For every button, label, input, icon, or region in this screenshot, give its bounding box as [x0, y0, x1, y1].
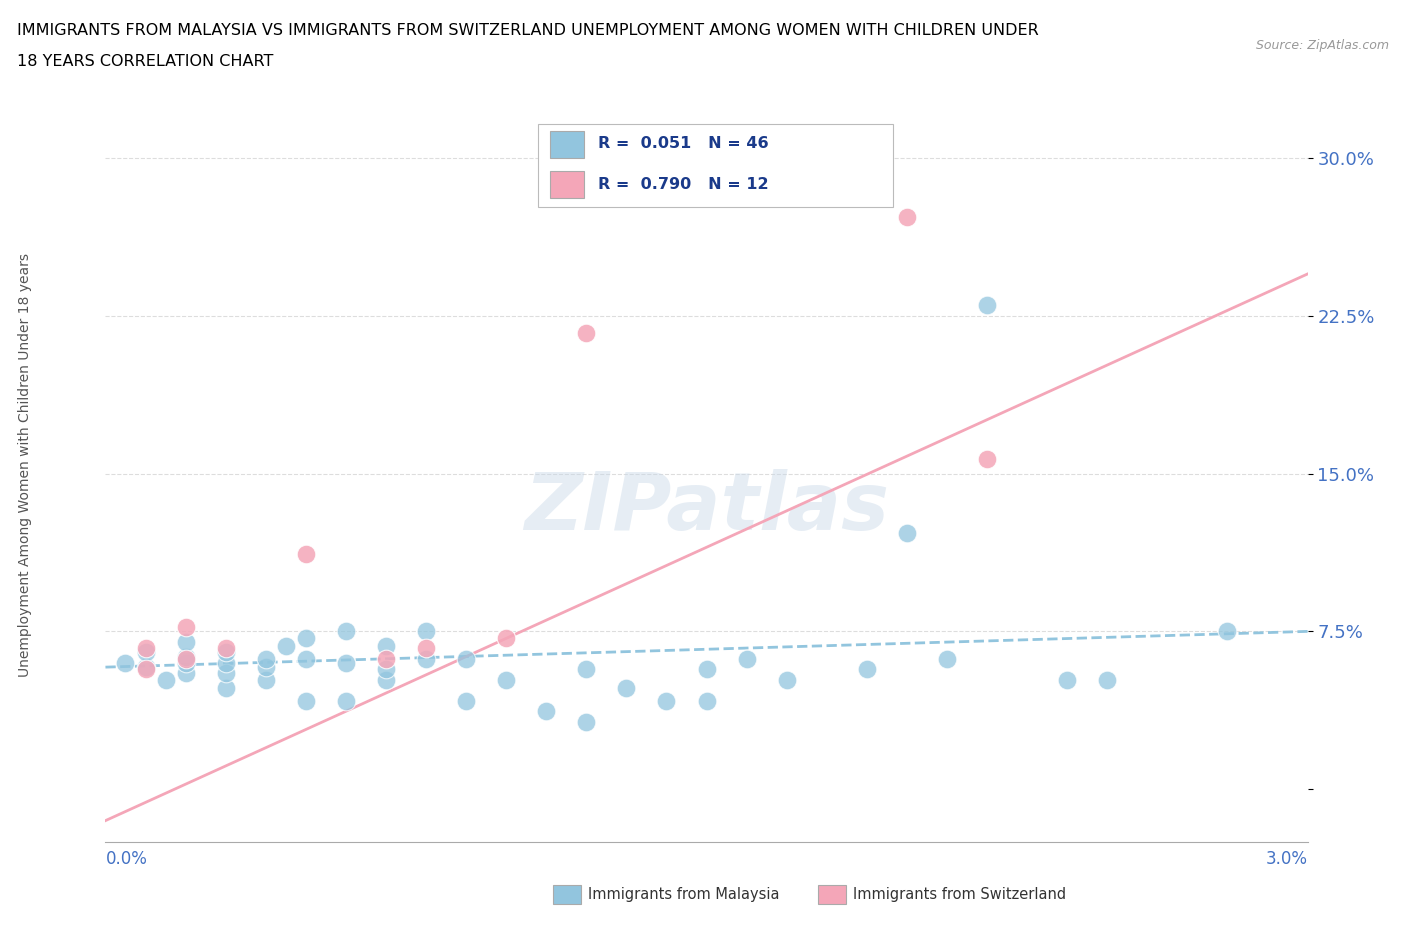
Point	[415, 624, 437, 639]
Point	[696, 662, 718, 677]
Point	[114, 656, 136, 671]
Point	[214, 656, 236, 671]
Point	[335, 624, 357, 639]
Text: R =  0.051   N = 46: R = 0.051 N = 46	[599, 137, 769, 152]
Text: Unemployment Among Women with Children Under 18 years: Unemployment Among Women with Children U…	[18, 253, 32, 677]
Text: Immigrants from Switzerland: Immigrants from Switzerland	[853, 887, 1067, 902]
Point	[174, 649, 197, 664]
Point	[495, 631, 517, 645]
Point	[135, 645, 157, 660]
Point	[155, 672, 177, 687]
Point	[454, 694, 477, 709]
Text: Immigrants from Malaysia: Immigrants from Malaysia	[588, 887, 779, 902]
Point	[254, 659, 277, 674]
Point	[374, 651, 398, 666]
Text: 0.0%: 0.0%	[105, 850, 148, 868]
Point	[274, 639, 297, 654]
Point	[295, 546, 318, 561]
Point	[855, 662, 877, 677]
Point	[135, 659, 157, 674]
Point	[776, 672, 799, 687]
Point	[295, 651, 318, 666]
Point	[735, 651, 758, 666]
Point	[896, 210, 918, 225]
Text: Source: ZipAtlas.com: Source: ZipAtlas.com	[1256, 39, 1389, 52]
Point	[214, 641, 236, 656]
FancyBboxPatch shape	[550, 171, 583, 198]
Point	[415, 651, 437, 666]
Point	[575, 662, 598, 677]
Point	[335, 694, 357, 709]
Point	[374, 672, 398, 687]
Point	[976, 298, 998, 312]
Text: ZIPatlas: ZIPatlas	[524, 469, 889, 547]
Point	[335, 656, 357, 671]
Point	[214, 681, 236, 696]
Point	[1056, 672, 1078, 687]
Point	[174, 634, 197, 649]
Point	[174, 619, 197, 634]
Point	[896, 525, 918, 540]
Point	[495, 672, 517, 687]
FancyBboxPatch shape	[538, 124, 893, 207]
Point	[415, 641, 437, 656]
Point	[374, 639, 398, 654]
FancyBboxPatch shape	[550, 131, 583, 158]
Point	[976, 452, 998, 467]
Point	[295, 631, 318, 645]
Point	[454, 651, 477, 666]
Point	[174, 656, 197, 671]
Point	[936, 651, 959, 666]
Text: 3.0%: 3.0%	[1265, 850, 1308, 868]
Point	[374, 662, 398, 677]
Point	[135, 662, 157, 677]
Point	[254, 651, 277, 666]
Point	[696, 694, 718, 709]
Point	[655, 694, 678, 709]
Point	[616, 681, 638, 696]
Point	[1216, 624, 1239, 639]
Point	[1097, 672, 1119, 687]
Point	[295, 694, 318, 709]
Point	[214, 645, 236, 660]
Point	[575, 714, 598, 729]
Text: IMMIGRANTS FROM MALAYSIA VS IMMIGRANTS FROM SWITZERLAND UNEMPLOYMENT AMONG WOMEN: IMMIGRANTS FROM MALAYSIA VS IMMIGRANTS F…	[17, 23, 1039, 38]
Point	[534, 704, 557, 719]
Point	[575, 326, 598, 340]
Point	[254, 672, 277, 687]
Point	[174, 651, 197, 666]
Text: 18 YEARS CORRELATION CHART: 18 YEARS CORRELATION CHART	[17, 54, 273, 69]
Point	[135, 641, 157, 656]
Point	[174, 666, 197, 681]
Text: R =  0.790   N = 12: R = 0.790 N = 12	[599, 177, 769, 192]
Point	[214, 666, 236, 681]
